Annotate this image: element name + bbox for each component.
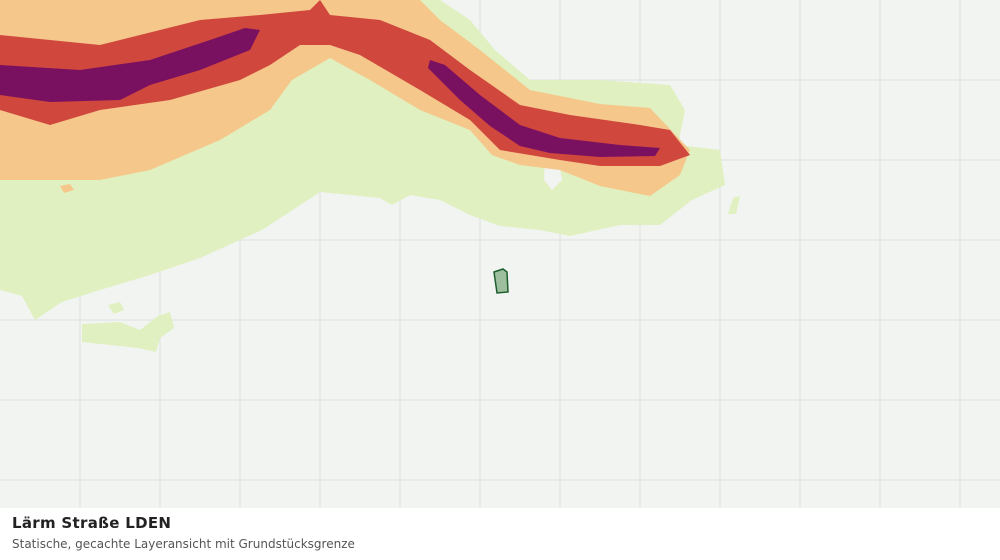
noise-zone-very-high	[0, 28, 660, 157]
map-subtitle: Statische, gecachte Layeransicht mit Gru…	[12, 537, 355, 551]
map-view	[0, 0, 1000, 508]
caption: Lärm Straße LDEN Statische, gecachte Lay…	[0, 508, 1000, 560]
parcel-boundary	[493, 268, 509, 294]
map-title: Lärm Straße LDEN	[12, 514, 172, 532]
